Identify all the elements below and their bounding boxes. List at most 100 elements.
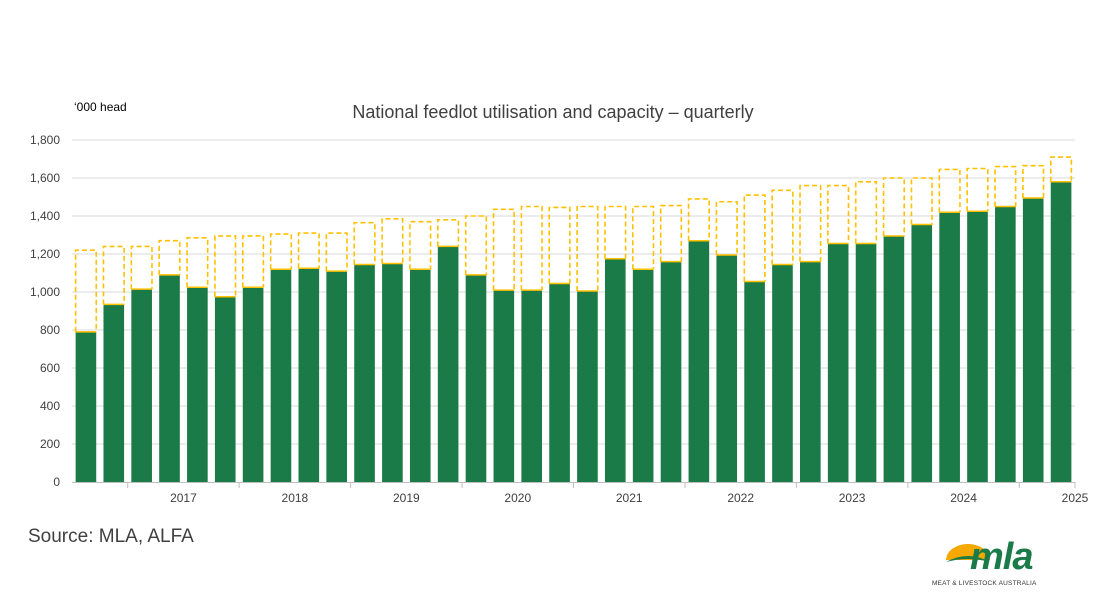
utilisation-bar — [382, 263, 403, 482]
capacity-outline — [437, 219, 460, 247]
x-axis: 2017 2018 2019 2020 2021 2022 2023 2024 2025 — [72, 482, 1089, 505]
capacity-outline — [576, 205, 599, 292]
x-year-label: 2019 — [393, 491, 420, 505]
y-tick-label: 800 — [40, 323, 60, 337]
logo-subtitle: MEAT & LIVESTOCK AUSTRALIA — [932, 580, 1037, 587]
utilisation-bar — [214, 296, 236, 482]
capacity-outline — [102, 245, 125, 305]
capacity-outline — [269, 233, 293, 270]
chart-title: National feedlot utilisation and capacit… — [352, 102, 753, 122]
utilisation-bar — [660, 261, 682, 482]
capacity-outline — [353, 221, 376, 265]
utilisation-bar — [549, 283, 570, 482]
utilisation-bar — [159, 274, 180, 482]
capacity-outline — [158, 239, 181, 275]
capacity-outline — [520, 205, 543, 291]
capacity-outline — [854, 181, 878, 244]
y-tick-label: 400 — [40, 399, 60, 413]
capacity-outline — [464, 215, 488, 275]
utilisation-bar — [911, 224, 933, 483]
capacity-outline — [715, 200, 738, 255]
capacity-outline — [492, 208, 515, 291]
capacity-outline — [771, 189, 794, 265]
utilisation-bar — [632, 269, 654, 482]
utilisation-bar — [1022, 197, 1044, 482]
sun-icon — [946, 544, 990, 562]
capacity-outline — [659, 204, 683, 262]
gridlines — [72, 139, 1075, 445]
utilisation-bar — [298, 268, 320, 482]
x-year-label: 2020 — [504, 491, 531, 505]
utilisation-bar — [744, 281, 765, 482]
capacity-outline — [409, 220, 432, 270]
capacity-outline — [994, 165, 1017, 207]
logo-wordmark: mla — [970, 536, 1033, 578]
utilisation-bar — [521, 290, 543, 482]
utilisation-bar — [354, 264, 375, 482]
utilisation-bar — [855, 243, 877, 482]
y-axis-unit-label: ‘000 head — [74, 100, 127, 114]
utilisation-bar — [131, 289, 152, 482]
x-year-label: 2021 — [616, 491, 643, 505]
source-note: Source: MLA, ALFA — [28, 526, 194, 547]
utilisation-bar — [604, 258, 626, 482]
utilisation-bar — [688, 240, 710, 482]
capacity-outline — [548, 206, 571, 284]
capacity-outline — [882, 177, 906, 236]
capacity-outline — [186, 237, 209, 288]
utilisation-bar — [75, 331, 97, 482]
utilisation-bar — [187, 287, 208, 482]
x-year-label: 2018 — [282, 491, 309, 505]
x-year-label: 2023 — [839, 491, 866, 505]
capacity-outline — [966, 167, 989, 212]
utilisation-bar — [939, 212, 960, 482]
y-tick-label: 1,800 — [30, 133, 60, 147]
x-year-label: 2022 — [727, 491, 754, 505]
y-tick-label: 200 — [40, 437, 60, 451]
capacity-outline — [604, 205, 627, 259]
capacity-outline — [297, 232, 320, 269]
y-tick-label: 0 — [53, 475, 60, 489]
capacity-outline — [214, 235, 237, 297]
utilisation-bar — [326, 271, 347, 482]
x-year-label: 2024 — [950, 491, 977, 505]
y-tick-label: 600 — [40, 361, 60, 375]
capacity-outline — [687, 198, 710, 241]
y-tick-label: 1,200 — [30, 247, 60, 261]
x-year-label: 2017 — [170, 491, 197, 505]
capacity-outline — [632, 205, 655, 270]
capacity-outline — [1022, 164, 1045, 198]
utilisation-bars — [75, 181, 1072, 483]
capacity-outlines — [74, 156, 1073, 332]
x-year-label: 2025 — [1062, 491, 1089, 505]
utilisation-bar — [270, 269, 292, 482]
y-tick-label: 1,000 — [30, 285, 60, 299]
utilisation-bar — [827, 243, 849, 482]
capacity-outline — [381, 218, 404, 264]
utilisation-bar — [883, 235, 905, 482]
capacity-outline — [799, 184, 822, 262]
capacity-outline — [241, 235, 265, 288]
y-axis-ticks: 0 200 400 600 800 1,000 1,200 1,400 1,600 1,800 — [30, 133, 60, 489]
capacity-outline — [743, 194, 766, 282]
capacity-outline — [130, 245, 153, 290]
utilisation-bar — [1050, 181, 1072, 483]
utilisation-bar — [242, 287, 264, 482]
utilisation-bar — [967, 211, 988, 482]
utilisation-bar — [995, 206, 1016, 482]
utilisation-bar — [577, 291, 598, 482]
utilisation-bar — [493, 290, 515, 482]
utilisation-bar — [772, 264, 793, 482]
capacity-outline — [74, 249, 98, 332]
utilisation-bar — [465, 274, 487, 482]
capacity-outline — [827, 184, 850, 244]
y-tick-label: 1,600 — [30, 171, 60, 185]
utilisation-bar — [409, 269, 431, 482]
capacity-outline — [938, 168, 961, 213]
utilisation-bar — [437, 246, 459, 482]
mla-logo: mla MEAT & LIVESTOCK AUSTRALIA — [930, 536, 1080, 596]
capacity-outline — [325, 232, 348, 272]
capacity-outline — [910, 177, 933, 225]
capacity-outline — [1049, 156, 1073, 182]
